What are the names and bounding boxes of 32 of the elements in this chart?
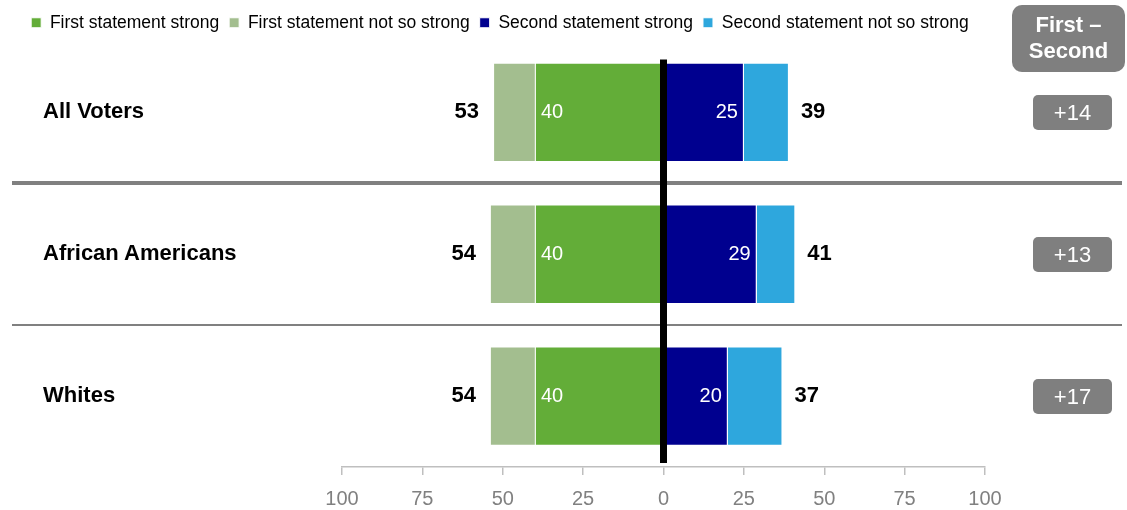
annotation: 20 xyxy=(699,383,722,406)
badge: +14 xyxy=(1033,95,1112,131)
x-tick-label: 50 xyxy=(491,486,514,509)
header-box: First – Second xyxy=(1012,5,1125,72)
annotation: 37 xyxy=(794,382,819,408)
x-tick-label: 100 xyxy=(325,486,359,509)
legend-label: Second statement strong xyxy=(498,11,693,32)
x-tick-label: 25 xyxy=(732,486,755,509)
annotation: 25 xyxy=(715,99,738,122)
x-tick-label: 0 xyxy=(657,486,670,509)
badge: +13 xyxy=(1033,237,1112,273)
annotation: 40 xyxy=(540,241,564,264)
y-tick-label: All Voters xyxy=(43,98,145,124)
y-tick-label: African Americans xyxy=(43,240,237,266)
annotation: 41 xyxy=(807,240,832,266)
annotation: 40 xyxy=(540,383,564,406)
y-tick-label: Whites xyxy=(43,382,116,408)
annotation: 39 xyxy=(800,98,826,124)
legend-label: First statement strong xyxy=(49,11,220,32)
legend-label: Second statement not so strong xyxy=(721,11,969,32)
x-tick-label: 75 xyxy=(411,486,434,509)
x-tick-label: 50 xyxy=(813,486,836,509)
annotation: 29 xyxy=(728,241,751,264)
annotation: 53 xyxy=(454,98,480,124)
legend-label: First statement not so strong xyxy=(247,11,470,32)
annotation: 40 xyxy=(540,99,564,122)
x-tick-label: 75 xyxy=(893,486,916,509)
annotation: 54 xyxy=(451,240,477,266)
annotation: 54 xyxy=(451,382,477,408)
x-tick-label: 100 xyxy=(968,486,1002,509)
x-tick-label: 25 xyxy=(572,486,595,509)
badge: +17 xyxy=(1033,379,1112,415)
